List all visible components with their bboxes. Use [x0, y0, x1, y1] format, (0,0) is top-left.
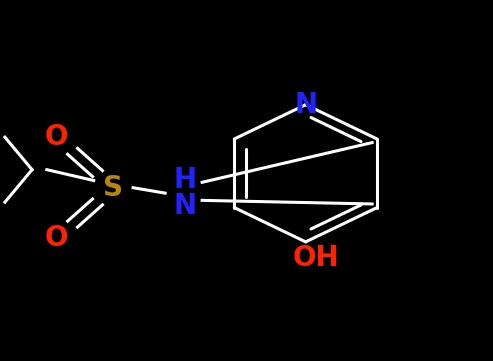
- Text: O: O: [45, 123, 69, 151]
- Text: H
N: H N: [174, 166, 196, 220]
- Text: OH: OH: [292, 244, 339, 272]
- Text: O: O: [45, 224, 69, 252]
- Text: N: N: [294, 91, 317, 119]
- Text: S: S: [104, 174, 123, 202]
